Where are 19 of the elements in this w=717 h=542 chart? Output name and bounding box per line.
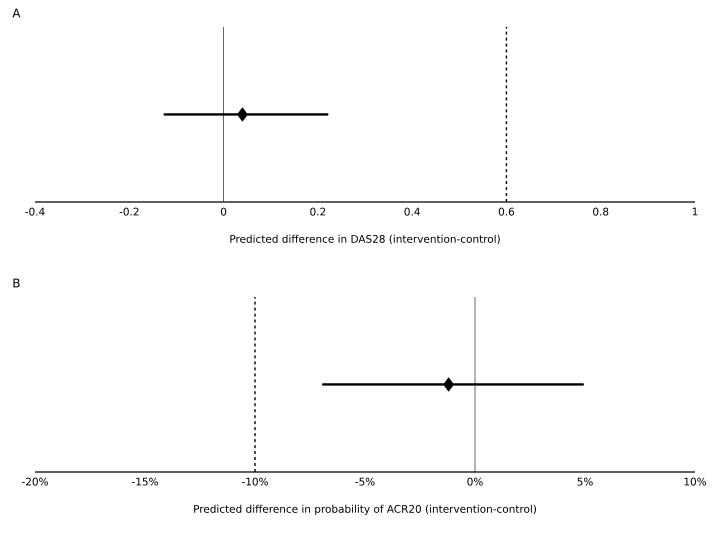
x-tick-label: -5% <box>355 478 375 486</box>
x-tick-label: -20% <box>22 478 48 486</box>
x-tick-label: -10% <box>242 478 268 486</box>
x-axis-title: Predicted difference in probability of ACR20 (intervention-control) <box>194 504 536 515</box>
x-tick-label: 0% <box>467 478 483 486</box>
x-tick-label: 10% <box>684 478 706 486</box>
chart-title: A <box>12 8 20 18</box>
x-tick-label: 0.8 <box>593 208 608 216</box>
chart-title: B <box>13 278 20 288</box>
x-tick-label: 0 <box>220 208 226 216</box>
x-tick-label: 0.6 <box>498 208 514 216</box>
x-tick-label: 0.2 <box>310 208 326 216</box>
x-tick-label: -0.2 <box>120 208 138 216</box>
x-tick-label: -0.4 <box>25 208 45 216</box>
x-axis-title: Predicted difference in DAS28 (intervention-control) <box>230 234 500 244</box>
x-tick-label: -15% <box>132 478 158 486</box>
x-tick-label: 5% <box>578 478 593 486</box>
x-tick-label: 0.4 <box>404 208 420 216</box>
x-tick-label: 1 <box>692 208 698 216</box>
